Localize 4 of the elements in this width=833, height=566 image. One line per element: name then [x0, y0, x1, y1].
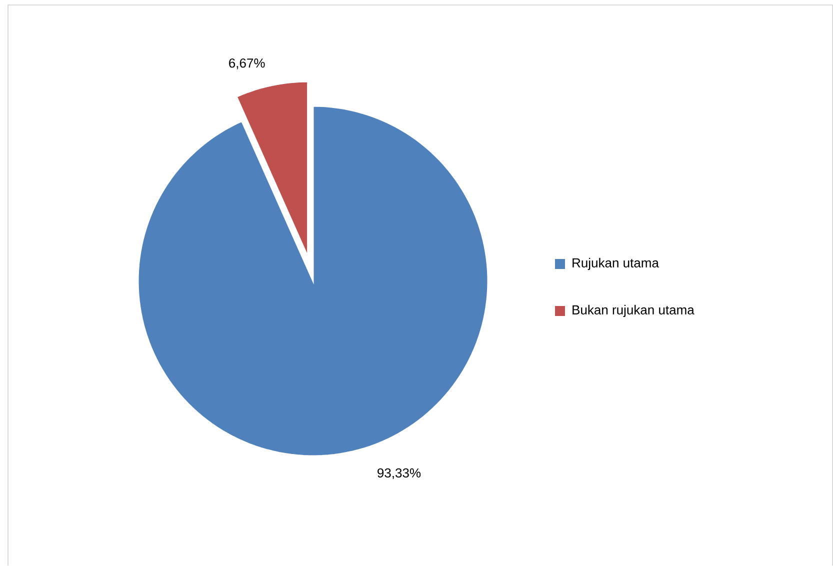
data-label: 93,33%	[378, 468, 421, 480]
legend-label: Bukan rujukan utama	[572, 304, 694, 318]
legend-label: Rujukan utama	[572, 258, 659, 270]
data-label: 6,67%	[229, 58, 265, 70]
